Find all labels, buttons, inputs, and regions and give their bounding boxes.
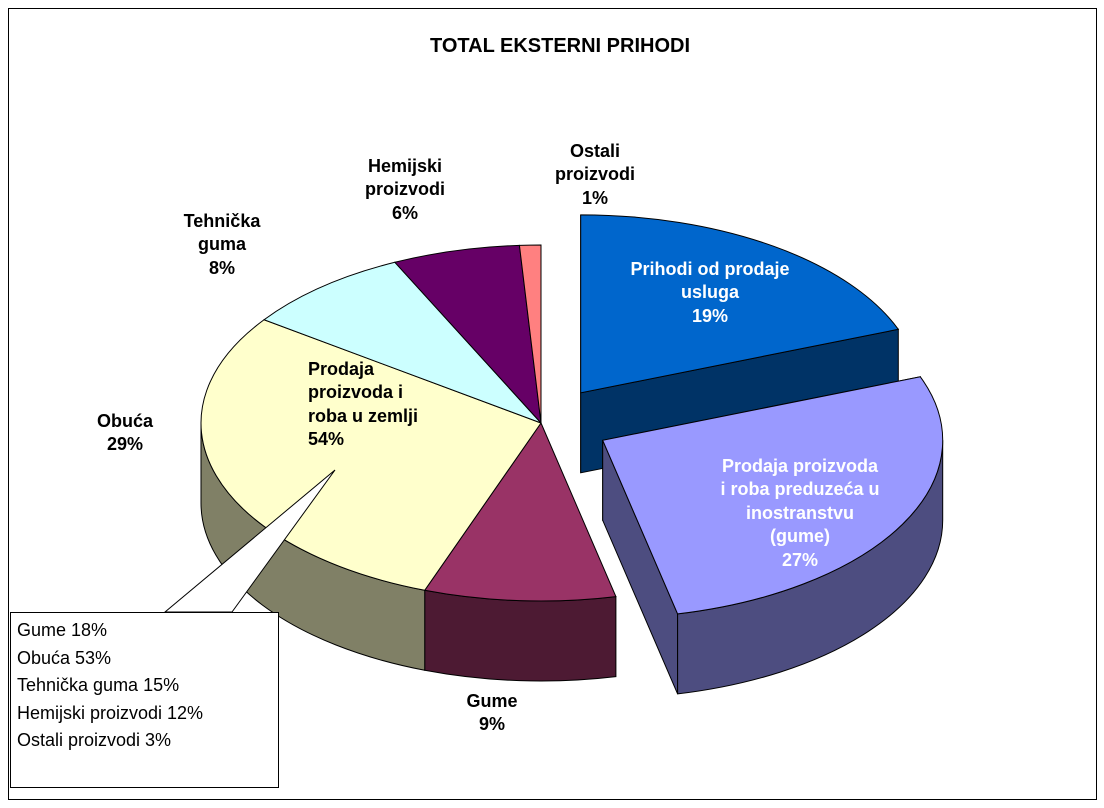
category-name: Obuća: [96, 411, 153, 431]
slice-label: Prodaja proizvoda i roba preduzeća u ino…: [720, 455, 880, 572]
callout-line: Ostali proizvodi 3%: [17, 730, 172, 750]
callout-line: Obuća 53%: [17, 647, 112, 668]
slice-label: Tehnička guma 8%: [167, 210, 277, 280]
category-name: Ostali proizvodi: [555, 141, 635, 185]
callout-line: Hemijski proizvodi 12%: [17, 702, 204, 723]
slice: [601, 376, 944, 615]
category-name: Tehnička guma: [183, 211, 261, 255]
slice: [518, 244, 542, 424]
category-name: Hemijski proizvodi: [365, 156, 445, 200]
slice-side: [424, 589, 617, 682]
chart-title: TOTAL EKSTERNI PRIHODI: [430, 35, 690, 57]
slice-label: Prihodi od prodaje usluga 19%: [625, 258, 795, 328]
slice: [393, 244, 542, 425]
value-label: 19%: [691, 305, 729, 326]
value-label: 29%: [106, 434, 144, 455]
callout-box: [10, 612, 279, 788]
callout-line: Gume 18%: [17, 620, 108, 640]
slice: [263, 261, 542, 424]
slice: [423, 421, 617, 602]
category-name: Gume: [466, 691, 518, 711]
callout-line: Tehnička guma 15%: [17, 675, 180, 695]
value-label: 1%: [581, 187, 608, 208]
slice-label: Ostali proizvodi 1%: [540, 140, 650, 210]
value-label: 27%: [781, 549, 819, 570]
slice-label: Gume 9%: [442, 690, 542, 737]
annotation: Prodaja proizvoda i roba u zemlji 54%: [308, 359, 419, 450]
slice-label: Hemijski proizvodi 6%: [350, 155, 460, 225]
value-label: 6%: [391, 202, 418, 223]
slice-label: Obuća 29%: [75, 410, 175, 457]
category-name: Prihodi od prodaje usluga: [630, 259, 790, 303]
slice: [580, 214, 900, 394]
value-label: 8%: [208, 257, 235, 278]
category-name: Prodaja proizvoda i roba preduzeća u ino…: [720, 456, 880, 547]
pie: [200, 214, 944, 695]
value-label: 9%: [478, 714, 505, 735]
